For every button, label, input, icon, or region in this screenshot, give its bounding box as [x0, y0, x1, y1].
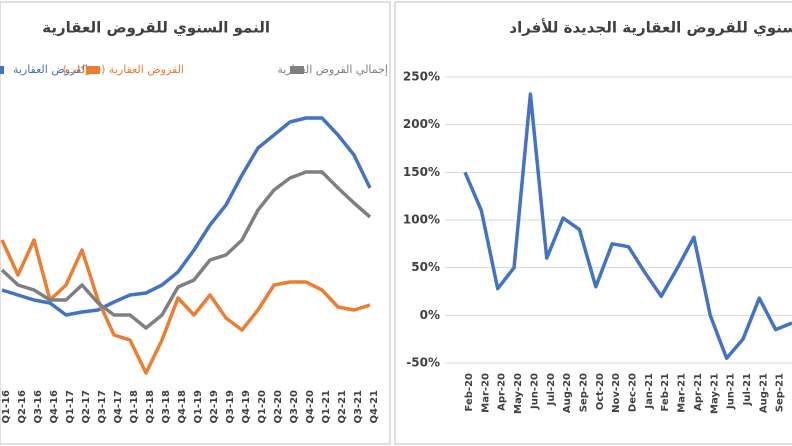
- x-tick-label: Q2-19: [209, 390, 220, 424]
- legend-swatch: [290, 66, 304, 74]
- x-tick-label: Q3-18: [161, 390, 172, 424]
- x-tick-label: Q2-20: [273, 390, 284, 424]
- x-tick-label: Aug-21: [758, 373, 769, 413]
- x-tick-label: Jul-20: [546, 373, 557, 406]
- x-tick-label: Q1-19: [193, 390, 204, 424]
- chart-title: النمو السنوي للقروض العقارية الجديدة للأ…: [509, 19, 792, 38]
- legend-label: إجمالي القروض العقارية: [277, 63, 388, 76]
- series-line: [0, 238, 371, 375]
- y-tick-label: 0%: [420, 308, 440, 322]
- y-tick-label: 100%: [403, 213, 440, 227]
- y-tick-label: -50%: [406, 356, 440, 370]
- x-tick-label: Q1-17: [65, 390, 76, 424]
- x-tick-label: Q3-16: [33, 390, 44, 424]
- y-tick-label: 50%: [411, 260, 440, 274]
- x-tick-label: Q3-21: [353, 390, 364, 424]
- x-tick-label: Mar-20: [480, 373, 491, 413]
- x-tick-label: Q3-19: [225, 390, 236, 424]
- right-panel: [394, 1, 792, 445]
- x-tick-label: Jun-20: [529, 373, 540, 410]
- x-tick-label: May-20: [513, 373, 524, 414]
- x-tick-label: Feb-21: [660, 373, 671, 411]
- x-tick-label: Apr-21: [693, 373, 704, 411]
- legend-swatch: [86, 66, 100, 74]
- x-tick-label: Aug-20: [562, 373, 573, 413]
- legend-label: القروض العقارية (شركات): [63, 63, 184, 76]
- legend-swatch: [0, 66, 4, 74]
- x-tick-label: Q1-18: [129, 390, 140, 424]
- x-tick-label: Q4-21: [369, 390, 380, 424]
- x-tick-label: Q1-20: [257, 390, 268, 424]
- x-tick-label: Sep-21: [775, 373, 786, 412]
- x-tick-label: Q1-16: [1, 390, 12, 424]
- x-tick-label: May-21: [709, 373, 720, 414]
- series-line: [463, 92, 792, 360]
- x-tick-label: Jun-21: [726, 373, 737, 410]
- x-tick-label: Q2-21: [337, 390, 348, 424]
- x-tick-label: Q3-17: [97, 390, 108, 424]
- x-tick-label: Nov-20: [611, 373, 622, 413]
- series-line: [0, 170, 372, 330]
- x-tick-label: Mar-21: [677, 373, 688, 413]
- x-tick-label: Q3-20: [289, 390, 300, 424]
- x-tick-label: Sep-20: [578, 373, 589, 412]
- x-tick-label: Q2-17: [81, 390, 92, 424]
- chart-title: النمو السنوي للقروض العقارية: [42, 19, 270, 38]
- series-line: [1, 116, 372, 317]
- y-tick-label: 250%: [403, 70, 440, 84]
- legend-label: القروض العقارية: [13, 63, 88, 76]
- y-tick-label: 200%: [403, 117, 440, 131]
- x-tick-label: Oct-20: [595, 373, 606, 410]
- x-tick-label: Apr-20: [497, 373, 508, 411]
- x-tick-label: Q4-17: [113, 390, 124, 424]
- y-tick-label: 150%: [403, 165, 440, 179]
- x-tick-label: Q1-21: [321, 390, 332, 424]
- x-tick-label: Q2-16: [17, 390, 28, 424]
- x-tick-label: Jan-21: [644, 373, 655, 410]
- x-tick-label: Jul-21: [742, 373, 753, 406]
- x-tick-label: Q4-20: [305, 390, 316, 424]
- x-tick-label: Q4-19: [241, 390, 252, 424]
- x-tick-label: Dec-20: [628, 373, 639, 412]
- x-tick-label: Q2-18: [145, 390, 156, 424]
- x-tick-label: Feb-20: [464, 373, 475, 411]
- x-tick-label: Q4-16: [49, 390, 60, 424]
- x-tick-label: Q4-18: [177, 390, 188, 424]
- left-panel: [0, 1, 391, 445]
